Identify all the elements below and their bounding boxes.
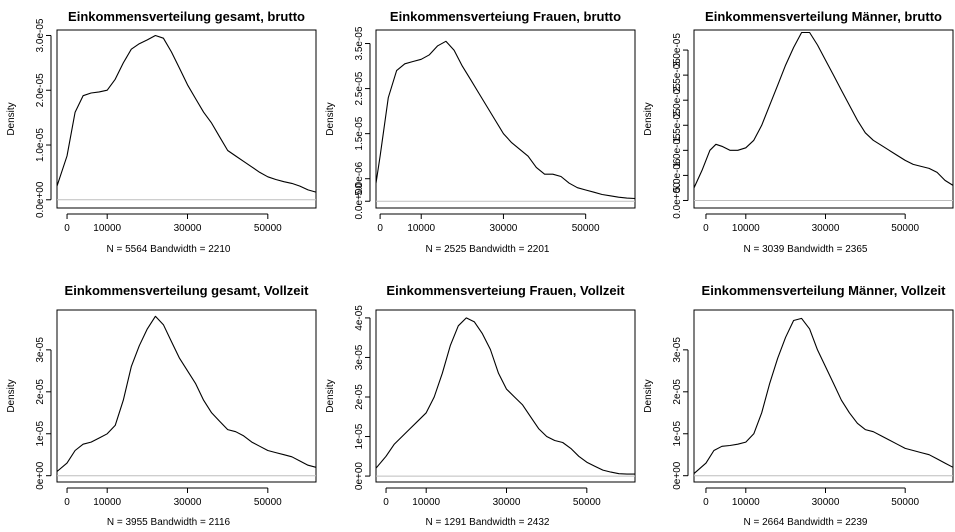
y-tick-label: 3e-05 [672, 337, 683, 363]
x-tick-label: 50000 [572, 223, 600, 234]
y-tick-label: 2.5e-05 [672, 58, 683, 92]
y-axis-label: Density [6, 102, 17, 135]
density-curve [693, 317, 954, 475]
y-tick-label: 1.0e-05 [672, 133, 683, 167]
x-tick-label: 30000 [174, 223, 202, 234]
y-tick-label: 3.0e-05 [672, 33, 683, 67]
y-tick-label: 0.0e+00 [354, 183, 365, 220]
panel-title: Einkommensverteiung Frauen, brutto [390, 9, 621, 24]
y-axis-label: Density [643, 379, 654, 412]
y-tick-label: 3.0e-05 [35, 18, 46, 52]
x-tick-label: 50000 [891, 223, 919, 234]
x-tick-label: 30000 [174, 497, 202, 508]
panel-1: Einkommensverteilung gesamt, brutto 0 1000… [6, 9, 317, 255]
plot-frame [375, 29, 636, 209]
density-curve [56, 315, 317, 472]
x-tick-label: 50000 [254, 497, 282, 508]
panel-subtitle: N = 2525 Bandwidth = 2201 [426, 244, 550, 255]
y-tick-label: 3.5e-05 [354, 26, 365, 60]
y-tick-label: 2e-05 [672, 379, 683, 405]
x-tick-label: 10000 [407, 223, 435, 234]
panel-subtitle: N = 2664 Bandwidth = 2239 [744, 517, 868, 528]
x-tick-label: 50000 [254, 223, 282, 234]
y-tick-label: 2e-05 [35, 379, 46, 405]
y-tick-label: 0e+00 [672, 461, 683, 490]
x-tick-label: 10000 [93, 223, 121, 234]
panel-2: Einkommensverteiung Frauen, brutto 0 10000… [325, 9, 636, 255]
y-tick-label: 1.0e-05 [35, 128, 46, 162]
y-axis-label: Density [325, 379, 336, 412]
plot-frame [56, 29, 317, 209]
y-tick-label: 1.5e-05 [672, 108, 683, 142]
x-tick-label: 10000 [732, 497, 760, 508]
y-tick-label: 1e-05 [672, 421, 683, 447]
panel-title: Einkommensverteilung gesamt, Vollzeit [65, 283, 310, 298]
y-tick-label: 2.0e-05 [672, 83, 683, 117]
density-curve [375, 40, 636, 200]
x-tick-label: 0 [377, 223, 383, 234]
density-curve [693, 31, 954, 189]
panel-5: Einkommensverteiung Frauen, Vollzeit 0 100… [325, 283, 636, 528]
plot-frame [693, 29, 954, 209]
y-tick-label: 3e-05 [354, 344, 365, 370]
x-tick-label: 0 [703, 497, 709, 508]
y-tick-label: 5.0e-06 [672, 158, 683, 192]
panel-title: Einkommensverteilung Männer, brutto [705, 9, 942, 24]
panel-subtitle: N = 3039 Bandwidth = 2365 [744, 244, 868, 255]
panel-title: Einkommensverteilung Männer, Vollzeit [702, 283, 947, 298]
y-axis-label: Density [325, 102, 336, 135]
x-tick-label: 30000 [490, 223, 518, 234]
density-curve [56, 34, 317, 193]
y-tick-label: 2e-05 [354, 384, 365, 410]
plot-frame [375, 309, 636, 483]
panel-6: Einkommensverteilung Männer, Vollzeit 0 10… [643, 283, 954, 528]
x-tick-label: 0 [64, 223, 70, 234]
panel-title: Einkommensverteilung gesamt, brutto [68, 9, 305, 24]
plot-frame [693, 309, 954, 483]
panel-subtitle: N = 5564 Bandwidth = 2210 [107, 244, 231, 255]
y-tick-label: 3e-05 [35, 337, 46, 363]
panel-subtitle: N = 3955 Bandwidth = 2116 [107, 517, 231, 528]
x-tick-label: 10000 [412, 497, 440, 508]
x-tick-label: 0 [383, 497, 389, 508]
y-tick-label: 0e+00 [354, 462, 365, 491]
x-tick-label: 50000 [573, 497, 601, 508]
y-tick-label: 2.0e-05 [35, 73, 46, 107]
y-tick-label: 1e-05 [35, 421, 46, 447]
panel-subtitle: N = 1291 Bandwidth = 2432 [426, 517, 550, 528]
y-tick-label: 4e-05 [354, 305, 365, 331]
y-tick-label: 0.0e+00 [672, 182, 683, 219]
y-axis-label: Density [6, 379, 17, 412]
panel-3: Einkommensverteilung Männer, brutto 0 1000… [643, 9, 954, 255]
x-tick-label: 0 [64, 497, 70, 508]
y-axis-label: Density [643, 102, 654, 135]
y-tick-label: 5.0e-06 [354, 161, 365, 195]
x-tick-label: 50000 [891, 497, 919, 508]
panel-4: Einkommensverteilung gesamt, Vollzeit 0 10… [6, 283, 317, 528]
x-tick-label: 0 [703, 223, 709, 234]
y-tick-label: 1.5e-05 [354, 116, 365, 150]
plot-frame [56, 309, 317, 483]
panel-title: Einkommensverteiung Frauen, Vollzeit [386, 283, 625, 298]
x-tick-label: 30000 [812, 223, 840, 234]
y-tick-label: 0.0e+00 [35, 181, 46, 218]
x-tick-label: 10000 [93, 497, 121, 508]
y-tick-label: 0e+00 [35, 461, 46, 490]
y-tick-label: 1e-05 [354, 423, 365, 449]
density-curve [375, 317, 635, 475]
y-tick-label: 2.5e-05 [354, 71, 365, 105]
x-tick-label: 30000 [812, 497, 840, 508]
x-tick-label: 30000 [493, 497, 521, 508]
x-tick-label: 10000 [732, 223, 760, 234]
